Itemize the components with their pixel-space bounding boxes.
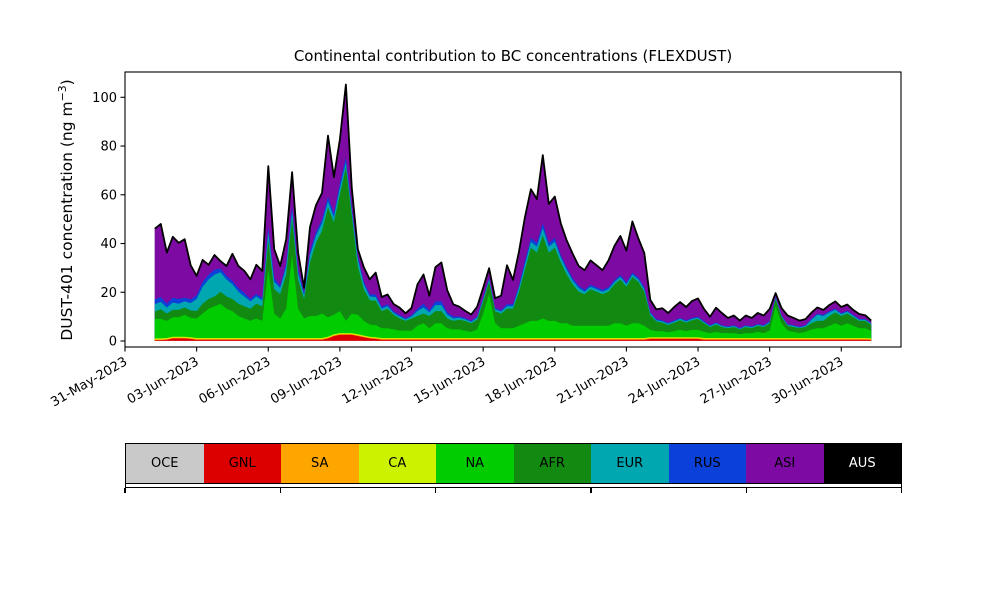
legend-axis-tick xyxy=(590,488,592,493)
legend-axis-spine xyxy=(900,483,902,488)
legend-axis-tick xyxy=(745,488,747,493)
legend-axis-tick xyxy=(279,488,281,493)
legend: OCE GNL SA CA NA AFR EUR RUS ASI AUS xyxy=(125,443,902,484)
y-axis-tick-label: 100 xyxy=(92,91,117,106)
legend-cell-AUS: AUS xyxy=(823,444,901,483)
x-axis-tick-label: 09-Jun-2023 xyxy=(268,354,345,407)
legend-cell-label: CA xyxy=(388,456,407,471)
y-axis-tick-label: 60 xyxy=(100,188,117,203)
y-axis-tick-label: 20 xyxy=(100,286,117,301)
x-axis-tick-label: 18-Jun-2023 xyxy=(483,354,560,407)
legend-cell-SA: SA xyxy=(281,444,359,483)
x-axis-tick-label: 31-May-2023 xyxy=(48,354,130,410)
legend-cell-label: ASI xyxy=(774,456,796,471)
x-axis-tick-label: 06-Jun-2023 xyxy=(196,354,273,407)
legend-axis-tick xyxy=(435,488,437,493)
y-axis-tick-label: 0 xyxy=(109,335,117,350)
legend-cell-EUR: EUR xyxy=(591,444,669,483)
legend-cell-GNL: GNL xyxy=(203,444,281,483)
area-series-AFR xyxy=(154,167,872,341)
legend-cell-RUS: RUS xyxy=(668,444,746,483)
legend-axis-spine xyxy=(125,483,127,488)
y-axis-tick-label: 40 xyxy=(100,237,117,252)
legend-cell-ASI: ASI xyxy=(746,444,824,483)
legend-cell-NA: NA xyxy=(436,444,514,483)
legend-cell-label: EUR xyxy=(616,456,644,471)
x-axis-tick-label: 27-Jun-2023 xyxy=(698,354,775,407)
legend-cell-label: GNL xyxy=(228,456,256,471)
x-axis-tick-label: 12-Jun-2023 xyxy=(340,354,417,407)
plot-border xyxy=(124,71,902,348)
legend-axis-line xyxy=(125,487,902,489)
x-axis-tick-label: 15-Jun-2023 xyxy=(411,354,488,407)
legend-cell-label: NA xyxy=(465,456,485,471)
legend-cell-label: AUS xyxy=(848,456,876,471)
legend-axis-tick xyxy=(900,488,903,493)
area-series-NA xyxy=(154,255,872,341)
total-outline xyxy=(154,83,872,322)
legend-cell-AFR: AFR xyxy=(513,444,591,483)
x-axis-tick-label: 21-Jun-2023 xyxy=(555,354,632,407)
legend-cell-OCE: OCE xyxy=(126,444,204,483)
legend-cell-label: RUS xyxy=(693,456,721,471)
legend-cell-CA: CA xyxy=(358,444,436,483)
x-axis-tick-label: 30-Jun-2023 xyxy=(769,354,846,407)
x-axis-tick-label: 03-Jun-2023 xyxy=(125,354,202,407)
legend-cell-label: SA xyxy=(311,456,329,471)
chart-title: Continental contribution to BC concentra… xyxy=(293,47,733,65)
area-series-GNL xyxy=(154,334,872,341)
x-axis-tick-label: 24-Jun-2023 xyxy=(626,354,703,407)
legend-cell-label: OCE xyxy=(150,456,179,471)
y-axis-tick-label: 80 xyxy=(100,140,117,155)
legend-axis-tick xyxy=(124,488,126,493)
legend-cell-label: AFR xyxy=(539,456,565,471)
